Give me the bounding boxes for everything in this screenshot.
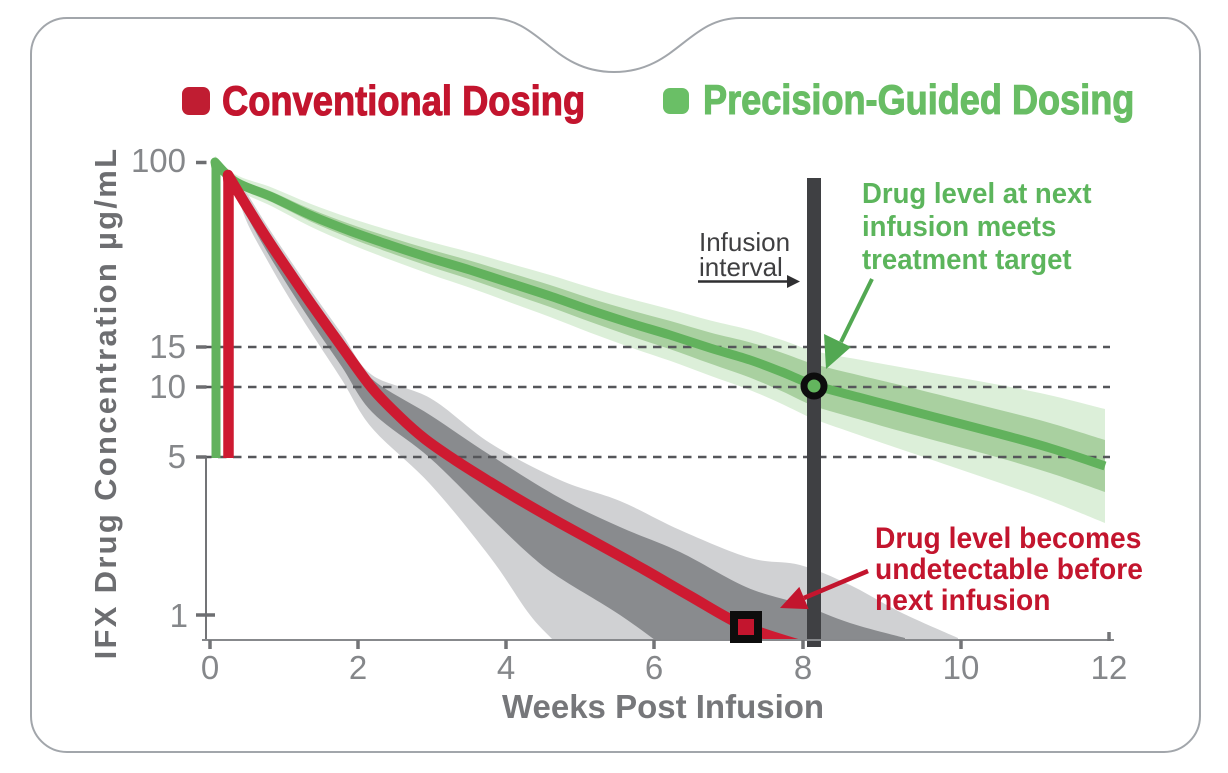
svg-text:Precision-Guided Dosing: Precision-Guided Dosing xyxy=(703,78,1134,124)
svg-text:8: 8 xyxy=(794,649,812,686)
svg-text:2: 2 xyxy=(349,649,367,686)
svg-text:1: 1 xyxy=(170,597,188,634)
svg-text:5: 5 xyxy=(168,438,186,475)
svg-text:Weeks Post Infusion: Weeks Post Infusion xyxy=(502,688,824,725)
svg-text:infusion meets: infusion meets xyxy=(862,209,1056,242)
svg-text:interval: interval xyxy=(699,252,783,282)
svg-text:Drug level becomes: Drug level becomes xyxy=(875,522,1141,555)
svg-text:Drug level at next: Drug level at next xyxy=(862,176,1092,209)
svg-text:Conventional Dosing: Conventional Dosing xyxy=(222,78,585,125)
svg-text:6: 6 xyxy=(645,649,663,686)
svg-text:0: 0 xyxy=(201,649,219,686)
svg-text:10: 10 xyxy=(943,649,980,686)
svg-text:12: 12 xyxy=(1091,649,1128,686)
svg-text:treatment target: treatment target xyxy=(862,242,1072,275)
svg-text:IFX Drug Concentration µg/mL: IFX Drug Concentration µg/mL xyxy=(88,147,123,660)
svg-text:4: 4 xyxy=(497,649,515,686)
svg-text:next infusion: next infusion xyxy=(875,584,1050,617)
svg-text:15: 15 xyxy=(149,328,186,365)
svg-text:10: 10 xyxy=(149,368,186,405)
svg-text:100: 100 xyxy=(131,142,186,179)
svg-text:undetectable before: undetectable before xyxy=(875,553,1143,586)
svg-text:Infusion: Infusion xyxy=(699,227,790,257)
